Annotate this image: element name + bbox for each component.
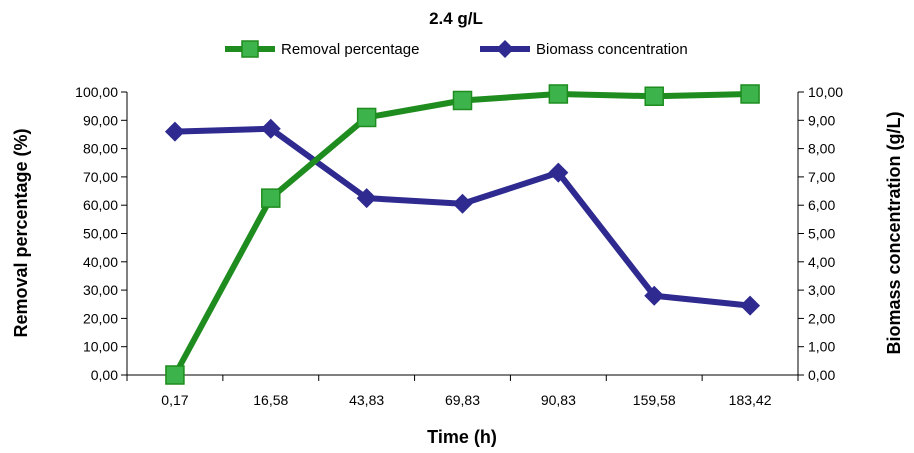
removal-point — [452, 90, 473, 111]
x-tick-label: 159,58 — [633, 392, 676, 408]
y-right-tick-label: 2,00 — [808, 310, 835, 326]
y-left-tick-label: 90,00 — [83, 112, 118, 128]
biomass-point — [356, 188, 377, 209]
x-tick-label: 90,83 — [541, 392, 576, 408]
y-left-tick-label: 50,00 — [83, 226, 118, 242]
legend-marker-diamond — [496, 40, 514, 58]
biomass-point — [644, 285, 665, 306]
removal-point — [644, 86, 664, 106]
y-left-tick-label: 100,00 — [75, 84, 118, 100]
x-axis-title: Time (h) — [427, 427, 497, 447]
axes: 0,00 10,00 20,00 30,00 40,00 50,00 60,00 70,00 8… — [75, 84, 843, 408]
y-right-tick-label: 3,00 — [808, 282, 835, 298]
y-left-tick-label: 30,00 — [83, 282, 118, 298]
biomass-point — [452, 193, 473, 214]
biomass-point — [740, 295, 761, 316]
y-right-tick-label: 1,00 — [808, 339, 835, 355]
y-right-tick-label: 4,00 — [808, 254, 835, 270]
removal-point — [165, 365, 185, 385]
biomass-point — [164, 121, 185, 142]
y-right-tick-label: 9,00 — [808, 112, 835, 128]
y-left-tick-label: 20,00 — [83, 310, 118, 326]
removal-point — [548, 84, 569, 104]
y-left-tick-label: 60,00 — [83, 197, 118, 213]
y-right-tick-label: 0,00 — [808, 367, 835, 383]
y-right-tick-label: 10,00 — [808, 84, 843, 100]
y-left-tick-label: 10,00 — [83, 339, 118, 355]
series-layer — [164, 84, 761, 385]
x-tick-label: 43,83 — [349, 392, 384, 408]
y-right-tick-label: 8,00 — [808, 141, 835, 157]
y-right-tick-label: 7,00 — [808, 169, 835, 185]
removal-point — [740, 84, 760, 104]
series-line-removal — [172, 90, 751, 377]
y-left-tick-label: 0,00 — [91, 367, 118, 383]
legend: Removal percentage Biomass concentration — [225, 40, 688, 58]
x-tick-label: 69,83 — [445, 392, 480, 408]
y-left-tick-label: 80,00 — [83, 141, 118, 157]
chart-title: 2.4 g/L — [429, 9, 483, 28]
y-axis-right-title: Biomass concentration (g/L) — [884, 111, 904, 354]
biomass-point — [260, 118, 281, 139]
removal-point — [356, 107, 377, 128]
y-axis-left-title: Removal percentage (%) — [11, 128, 31, 337]
x-tick-label: 0,17 — [161, 392, 188, 408]
y-left-tick-label: 70,00 — [83, 169, 118, 185]
legend-label: Biomass concentration — [536, 41, 688, 58]
y-right-tick-label: 5,00 — [808, 226, 835, 242]
y-left-tick-label: 40,00 — [83, 254, 118, 270]
biomass-point — [548, 162, 569, 183]
legend-label: Removal percentage — [281, 41, 419, 58]
x-tick-label: 16,58 — [253, 392, 288, 408]
y-right-tick-label: 6,00 — [808, 197, 835, 213]
removal-point — [261, 188, 281, 208]
x-tick-label: 183,42 — [729, 392, 772, 408]
legend-marker-square — [241, 40, 259, 58]
